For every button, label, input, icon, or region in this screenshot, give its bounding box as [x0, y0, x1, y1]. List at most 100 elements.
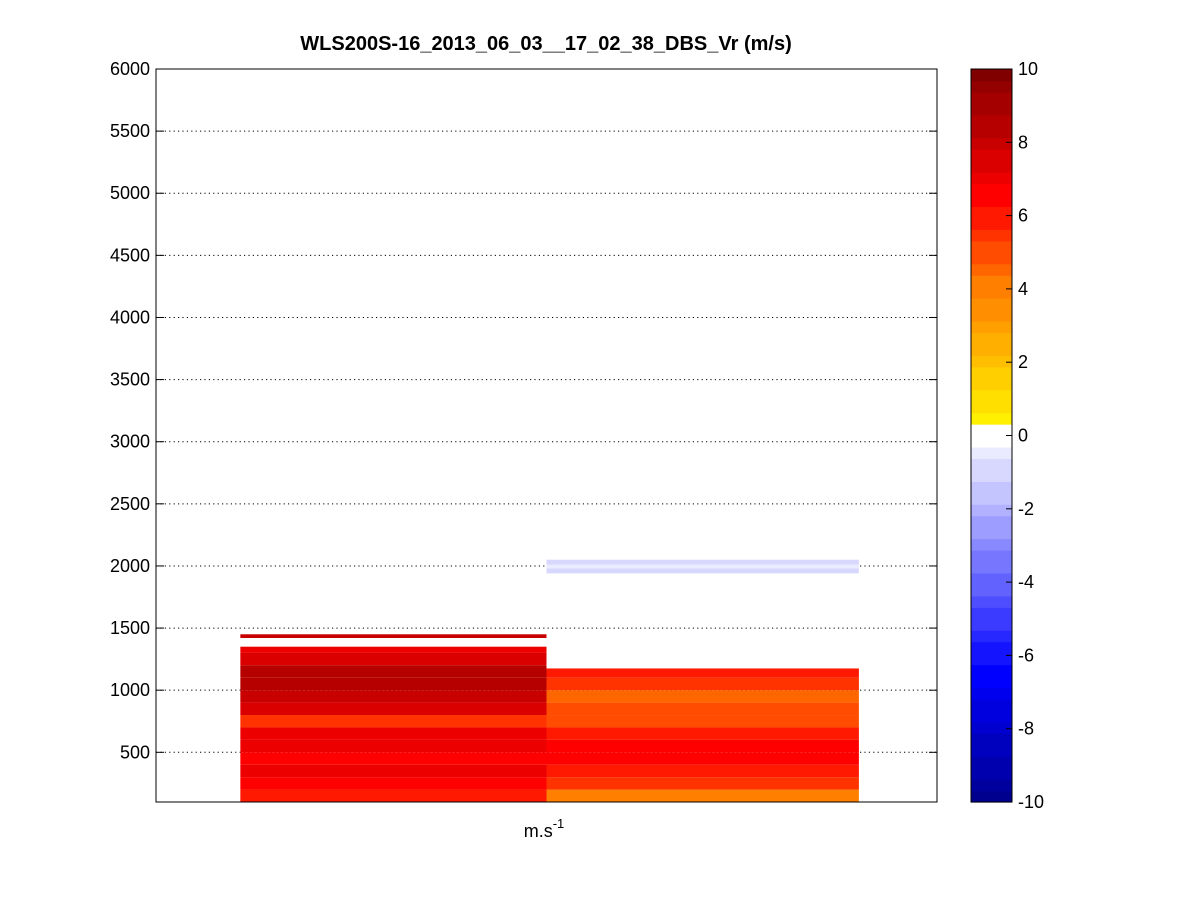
data-cell [546, 690, 859, 703]
colorbar-segment [971, 80, 1012, 93]
colorbar-segment [971, 69, 1012, 82]
y-tick-label: 3000 [110, 432, 150, 452]
y-tick-label: 1000 [110, 680, 150, 700]
colorbar-segment [971, 733, 1012, 746]
data-cell [240, 665, 547, 678]
colorbar-segment [971, 572, 1012, 585]
colorbar-segment [971, 217, 1012, 230]
data-cell [546, 739, 859, 753]
colorbar-segment [971, 286, 1012, 299]
colorbar-segment [971, 389, 1012, 402]
data-cell [240, 764, 547, 778]
data-cell [546, 752, 859, 765]
colorbar-tick-label: 0 [1018, 426, 1028, 446]
colorbar-segment [971, 515, 1012, 528]
data-cell [240, 739, 547, 753]
colorbar-tick-label: -8 [1018, 719, 1034, 739]
colorbar-segment [971, 698, 1012, 711]
colorbar-segment [971, 263, 1012, 276]
colorbar-segment [971, 630, 1012, 643]
data-cell [546, 727, 859, 740]
data-cell [546, 568, 859, 574]
colorbar-tick-label: 6 [1018, 206, 1028, 226]
colorbar-segment [971, 710, 1012, 723]
colorbar-segment [971, 527, 1012, 540]
colorbar-segment [971, 298, 1012, 311]
data-cell [240, 727, 547, 740]
colorbar-segment [971, 641, 1012, 654]
data-cell [240, 702, 547, 716]
colorbar-tick-label: 4 [1018, 279, 1028, 299]
colorbar-segment [971, 664, 1012, 677]
x-axis-label-exponent: -1 [553, 816, 565, 831]
data-cell [546, 789, 859, 802]
colorbar-tick-label: 8 [1018, 132, 1028, 152]
x-axis-label: m.s-1 [524, 816, 565, 841]
colorbar-axis: -10 -8 -6 -4 -2 0 2 4 6 8 10 [1006, 59, 1044, 812]
y-tick-label: 4500 [110, 245, 150, 265]
colorbar-segment [971, 550, 1012, 563]
colorbar-segment [971, 183, 1012, 196]
colorbar-segment [971, 355, 1012, 368]
colorbar-segment [971, 194, 1012, 208]
colorbar-segment [971, 206, 1012, 219]
colorbar-segment [971, 401, 1012, 414]
colorbar-tick-label: -2 [1018, 499, 1034, 519]
colorbar-segment [971, 343, 1012, 356]
y-tick-label: 2500 [110, 494, 150, 514]
y-tick-label: 5000 [110, 183, 150, 203]
data-cell [546, 777, 859, 790]
colorbar-tick-label: 2 [1018, 352, 1028, 372]
data-cell [240, 677, 547, 691]
colorbar-segment [971, 103, 1012, 116]
colorbar-segment [971, 790, 1012, 803]
colorbar-segment [971, 366, 1012, 379]
colorbar-segment [971, 779, 1012, 792]
colorbar-segment [971, 412, 1012, 425]
colorbar-segment [971, 275, 1012, 288]
colorbar-segment [971, 538, 1012, 551]
data-cells [240, 559, 859, 802]
data-cell [240, 752, 547, 765]
colorbar-segment [971, 332, 1012, 345]
x-axis-label-base: m.s [524, 821, 553, 841]
y-tick-label: 6000 [110, 59, 150, 79]
colorbar-segment [971, 767, 1012, 780]
chart-title: WLS200S-16_2013_06_03__17_02_38_DBS_Vr (… [300, 33, 791, 55]
colorbar-tick-label: -6 [1018, 645, 1034, 665]
colorbar-segment [971, 744, 1012, 757]
data-cell [240, 715, 547, 728]
plot-frame [155, 68, 938, 803]
colorbar-segment [971, 492, 1012, 505]
data-cell [546, 715, 859, 728]
colorbar-segment [971, 481, 1012, 494]
data-cell [240, 777, 547, 790]
y-tick-label: 1500 [110, 618, 150, 638]
data-cell [546, 559, 859, 565]
colorbar-segment [971, 561, 1012, 574]
colorbar-segment [971, 229, 1012, 242]
colorbar-segment [971, 584, 1012, 597]
colorbar-segment [971, 91, 1012, 104]
data-cell [546, 564, 859, 569]
colorbar-segment [971, 653, 1012, 666]
data-cell [240, 789, 547, 802]
data-cell [240, 646, 547, 653]
data-cell [546, 702, 859, 716]
colorbar-segment [971, 721, 1012, 734]
colorbar-segment [971, 458, 1012, 471]
colorbar-tick-label: 10 [1018, 59, 1038, 79]
colorbar-segment [971, 252, 1012, 265]
y-tick-label: 3500 [110, 370, 150, 390]
colorbar-segment [971, 149, 1012, 162]
data-cell [240, 690, 547, 703]
colorbar-segment [971, 618, 1012, 631]
y-axis: 500 1000 1500 2000 2500 3000 3500 4000 4500 5000 5… [110, 59, 937, 762]
data-cell [546, 764, 859, 778]
data-cell [240, 652, 547, 666]
data-cell [546, 677, 859, 691]
colorbar-segment [971, 114, 1012, 127]
colorbar-segment [971, 469, 1012, 482]
y-tick-label: 4000 [110, 307, 150, 327]
